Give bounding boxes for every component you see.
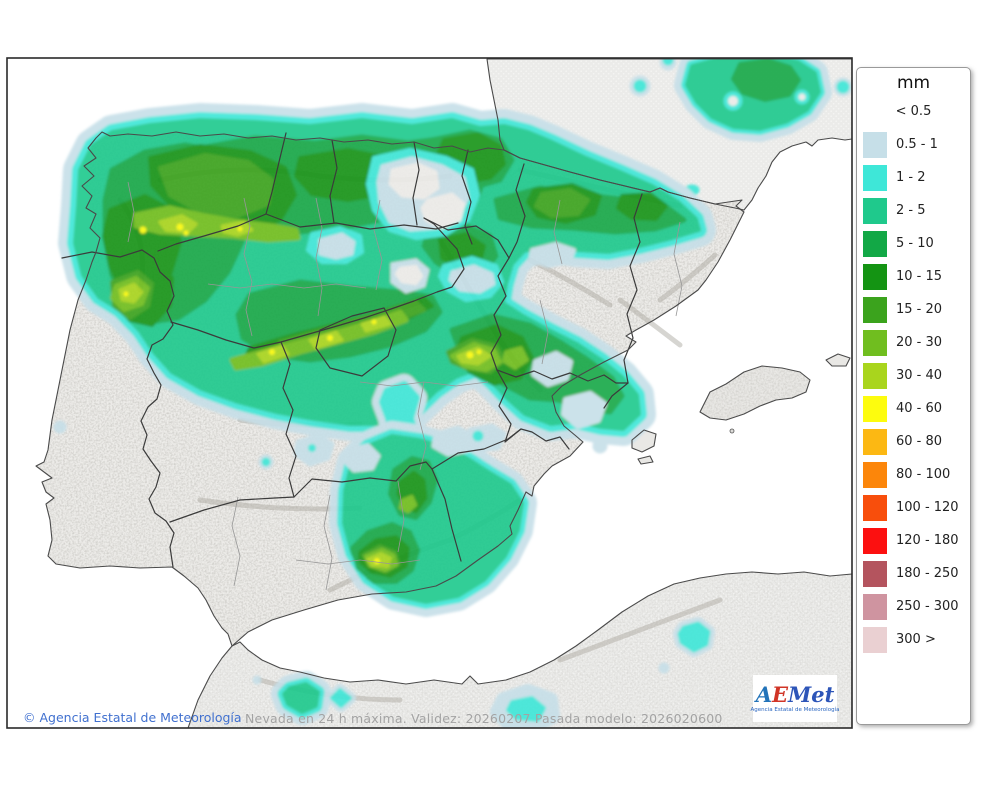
legend-row: 10 - 15 xyxy=(857,260,970,293)
legend-row: 20 - 30 xyxy=(857,326,970,359)
legend-swatch xyxy=(863,263,887,290)
legend-label: 250 - 300 xyxy=(896,599,959,614)
aemet-subtitle: Agencia Estatal de Meteorología xyxy=(750,706,840,713)
legend-swatch xyxy=(863,428,887,455)
legend-label: 2 - 5 xyxy=(896,203,926,218)
legend-swatch xyxy=(863,395,887,422)
legend-label: 100 - 120 xyxy=(896,500,959,515)
map-frame xyxy=(6,57,853,729)
legend-label: 120 - 180 xyxy=(896,533,959,548)
legend-label: 80 - 100 xyxy=(896,467,951,482)
legend-swatch xyxy=(863,362,887,389)
aemet-letter-met: Met xyxy=(788,681,835,707)
legend-row: 40 - 60 xyxy=(857,392,970,425)
legend-swatch xyxy=(863,131,887,158)
legend-swatch xyxy=(863,527,887,554)
legend-row: 120 - 180 xyxy=(857,524,970,557)
legend-row: 0.5 - 1 xyxy=(857,128,970,161)
aemet-letter-e: E xyxy=(771,681,788,707)
legend-label: 20 - 30 xyxy=(896,335,943,350)
legend-row: 300 > xyxy=(857,623,970,656)
legend-swatch xyxy=(863,626,887,653)
legend-swatch xyxy=(863,164,887,191)
map-caption: Nevada en 24 h máxima. Validez: 20260207… xyxy=(245,711,723,726)
legend-row: 15 - 20 xyxy=(857,293,970,326)
legend-label: 10 - 15 xyxy=(896,269,943,284)
legend-swatch xyxy=(863,560,887,587)
legend-row: 80 - 100 xyxy=(857,458,970,491)
legend-swatch xyxy=(863,329,887,356)
legend-row: 2 - 5 xyxy=(857,194,970,227)
legend-label: 0.5 - 1 xyxy=(896,137,938,152)
legend-swatch xyxy=(863,197,887,224)
legend-row: 250 - 300 xyxy=(857,590,970,623)
balearic-islands xyxy=(632,354,850,464)
legend-label: 5 - 10 xyxy=(896,236,934,251)
legend-label: 60 - 80 xyxy=(896,434,943,449)
legend-title: mm xyxy=(896,73,931,93)
legend-swatch xyxy=(863,230,887,257)
legend-rows: 0.5 - 1 1 - 2 2 - 5 5 - 10 10 - 15 15 - 20 20 … xyxy=(857,128,970,656)
legend-row: 60 - 80 xyxy=(857,425,970,458)
legend-swatch xyxy=(863,296,887,323)
legend-row: 180 - 250 xyxy=(857,557,970,590)
aemet-letter-a: A xyxy=(755,681,772,707)
legend-label: 15 - 20 xyxy=(896,302,943,317)
legend-panel: mm < 0.5 0.5 - 1 1 - 2 2 - 5 5 - 10 10 - 15 1… xyxy=(856,67,971,725)
legend-swatch xyxy=(863,593,887,620)
legend-row: 5 - 10 xyxy=(857,227,970,260)
region-boundaries xyxy=(61,132,643,568)
legend-row: 30 - 40 xyxy=(857,359,970,392)
legend-label: 180 - 250 xyxy=(896,566,959,581)
legend-label: 30 - 40 xyxy=(896,368,943,383)
legend-row: 1 - 2 xyxy=(857,161,970,194)
legend-label: 1 - 2 xyxy=(896,170,926,185)
legend-label: 300 > xyxy=(896,632,936,647)
legend-swatch xyxy=(863,494,887,521)
legend-first-label: < 0.5 xyxy=(895,104,932,119)
legend-swatch xyxy=(863,461,887,488)
legend-row: 100 - 120 xyxy=(857,491,970,524)
precipitation-layer xyxy=(53,58,852,728)
aemet-wordmark: AEMet xyxy=(755,681,835,707)
aemet-logo: AEMet Agencia Estatal de Meteorología xyxy=(750,675,840,722)
copyright-text: © Agencia Estatal de Meteorología xyxy=(23,710,242,725)
legend-label: 40 - 60 xyxy=(896,401,943,416)
province-boundaries xyxy=(127,181,683,591)
